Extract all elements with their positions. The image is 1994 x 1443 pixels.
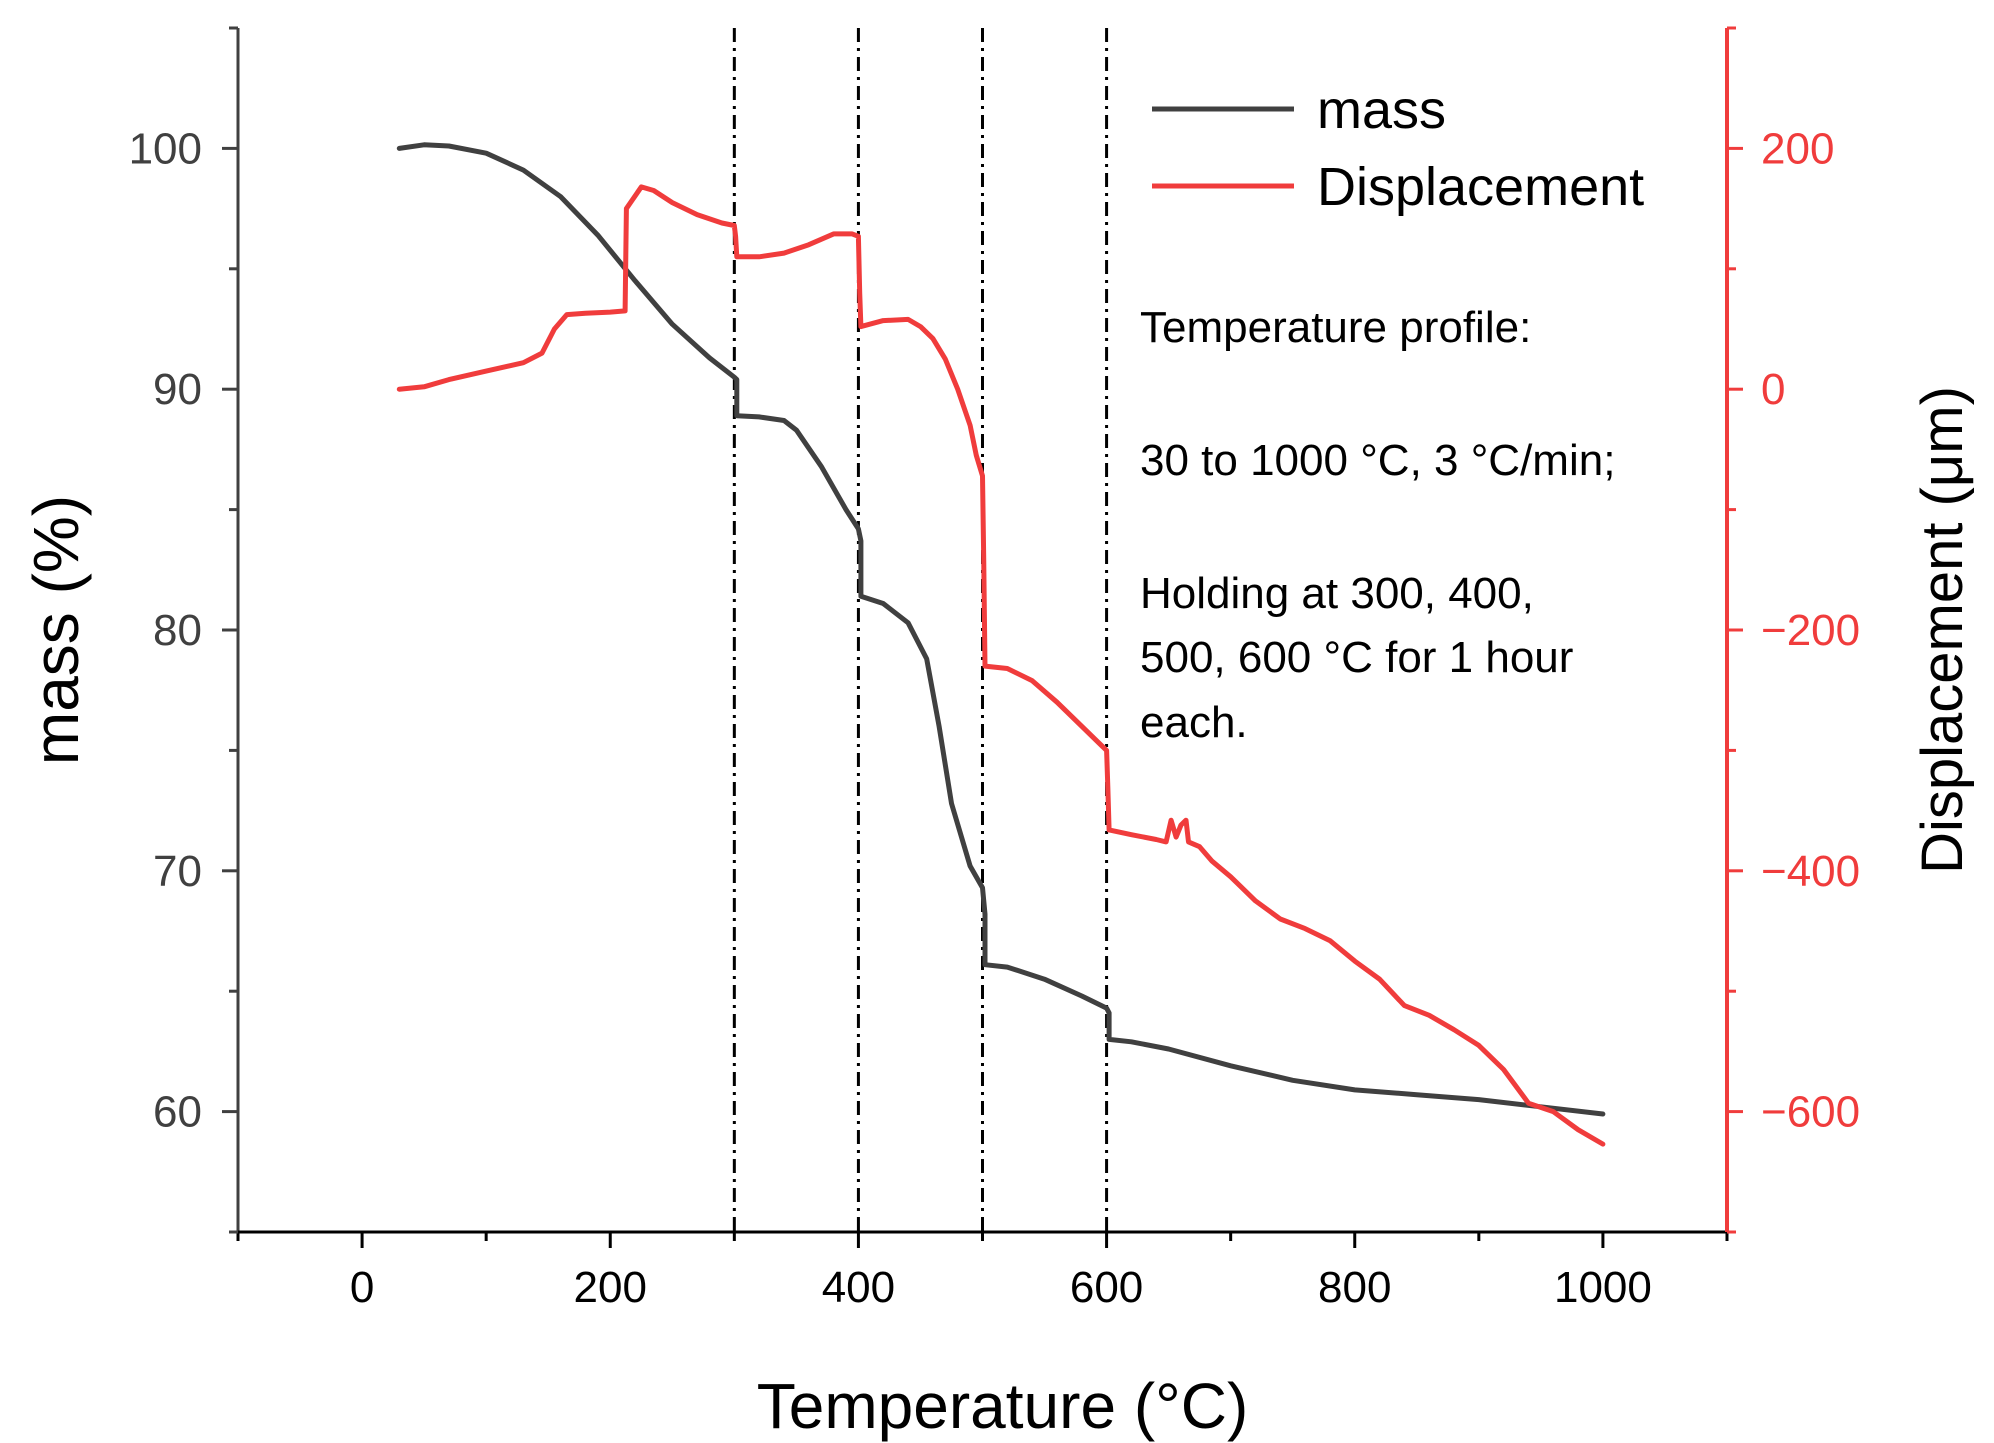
x-tick-label: 400	[822, 1263, 895, 1312]
y-right-tick-label: −200	[1761, 606, 1860, 655]
tick-layer: 0 200 400 600 800 1000 60 70 80 90 100 −600 −400 −200…	[129, 26, 1860, 1312]
x-tick-label: 600	[1070, 1263, 1143, 1312]
y-left-tick-label: 70	[153, 847, 202, 896]
right-y-axis-label: Displacement (μm)	[1910, 386, 1975, 874]
y-right-tick-label: 200	[1761, 124, 1834, 173]
legend: mass Displacement	[1152, 80, 1644, 217]
annotation-line: Holding at 300, 400,	[1140, 569, 1534, 618]
x-tick-label: 200	[574, 1263, 647, 1312]
y-left-tick-label: 100	[129, 124, 202, 173]
annotation-line: 500, 600 °C for 1 hour	[1140, 633, 1573, 682]
y-right-tick-label: −600	[1761, 1088, 1860, 1137]
annotation-line: Temperature profile:	[1140, 303, 1531, 352]
x-tick-label: 1000	[1554, 1263, 1652, 1312]
y-right-tick-label: 0	[1761, 365, 1785, 414]
y-left-tick-label: 90	[153, 365, 202, 414]
temperature-profile-annotation: Temperature profile: 30 to 1000 °C, 3 °C…	[1140, 303, 1615, 747]
series-line-displacement	[396, 184, 1606, 1147]
annotation-line: 30 to 1000 °C, 3 °C/min;	[1140, 436, 1615, 485]
y-left-tick-label: 60	[153, 1088, 202, 1137]
left-y-axis-label: mass (%)	[20, 495, 92, 765]
x-tick-label: 800	[1318, 1263, 1391, 1312]
hold-marker-layer	[732, 28, 1109, 1232]
series-line-mass	[396, 142, 1606, 1117]
series-layer	[396, 142, 1606, 1147]
annotation-line: each.	[1140, 698, 1248, 747]
legend-label-displacement: Displacement	[1317, 157, 1644, 217]
x-tick-label: 0	[350, 1263, 374, 1312]
x-axis-label: Temperature (°C)	[757, 1370, 1249, 1442]
y-right-tick-label: −400	[1761, 847, 1860, 896]
y-left-tick-label: 80	[153, 606, 202, 655]
legend-label-mass: mass	[1317, 80, 1446, 140]
